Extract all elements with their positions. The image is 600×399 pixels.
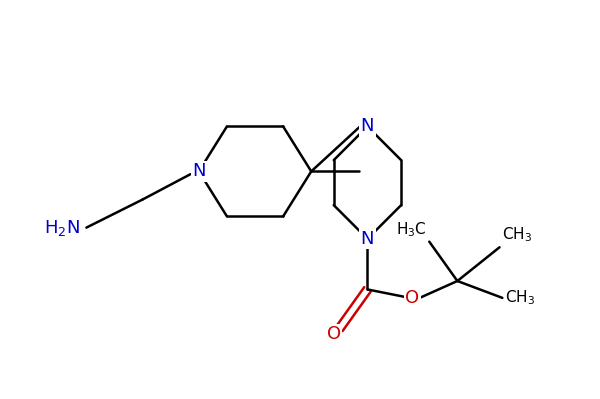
Text: H$_3$C: H$_3$C [396,220,427,239]
Text: O: O [326,326,341,344]
Text: N: N [192,162,206,180]
Text: N: N [361,117,374,135]
Text: CH$_3$: CH$_3$ [502,226,532,245]
Text: O: O [406,289,419,307]
Text: H$_2$N: H$_2$N [44,217,80,237]
Text: CH$_3$: CH$_3$ [505,288,535,307]
Text: N: N [361,230,374,248]
